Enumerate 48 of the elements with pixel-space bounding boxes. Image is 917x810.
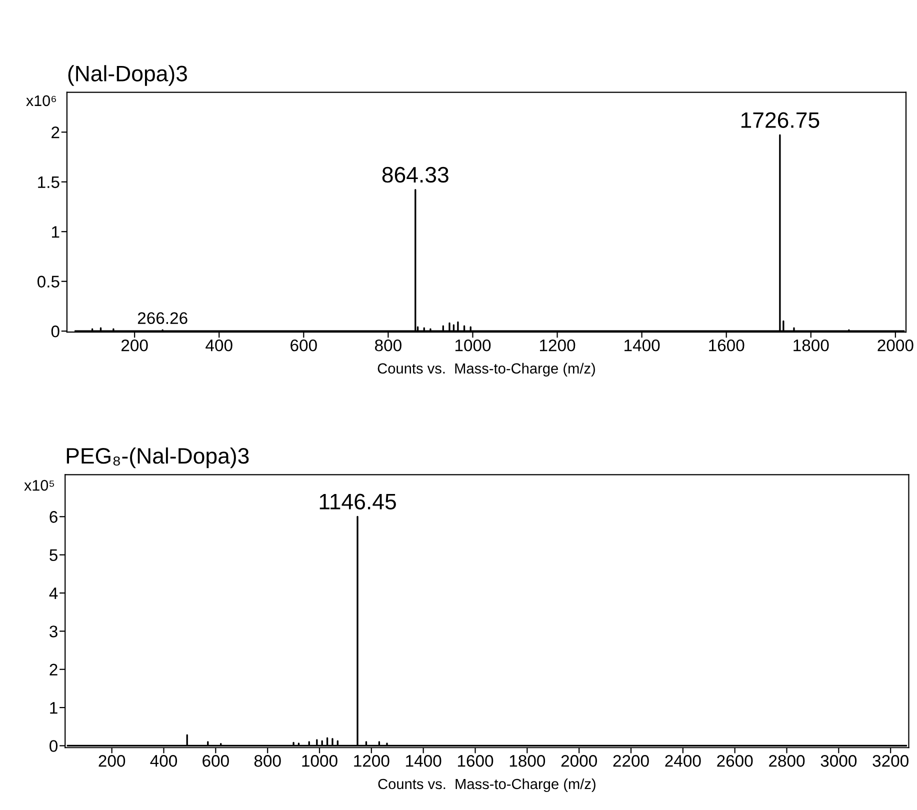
y-tick-label: 4 — [49, 588, 58, 600]
y-tick-label: 0.5 — [37, 276, 60, 288]
chart-title: PEG₈-(Nal-Dopa)3 — [66, 447, 249, 468]
x-tick-label: 400 — [206, 339, 232, 352]
x-tick-label: 3200 — [872, 755, 908, 767]
x-tick-label: 600 — [202, 755, 229, 767]
y-tick-label: 1 — [52, 226, 60, 238]
x-tick-label: 400 — [150, 755, 177, 767]
annotation: 864.33 — [382, 166, 448, 183]
x-tick-label: 1200 — [354, 755, 390, 767]
x-tick-label: 2600 — [717, 755, 753, 767]
x-tick-label: 1400 — [624, 339, 660, 352]
y-tick-label: 1 — [50, 702, 58, 714]
x-tick-label: 2000 — [878, 339, 914, 352]
x-tick-label: 2000 — [561, 755, 597, 767]
x-tick-label: 3000 — [820, 755, 857, 767]
x-axis-title: Counts vs. Mass-to-Charge (m/z) — [378, 362, 595, 377]
y-tick-label: 3 — [50, 626, 58, 638]
x-axis-title: Counts vs. Mass-to-Charge (m/z) — [378, 778, 596, 792]
y-tick-label: 6 — [50, 511, 58, 523]
y-axis-title: x10⁵ — [24, 480, 54, 491]
y-tick-label: 5 — [50, 549, 58, 562]
x-tick-label: 800 — [254, 755, 281, 767]
chart-title: (Nal-Dopa)3 — [68, 65, 187, 86]
x-tick-label: 600 — [290, 339, 317, 352]
annotation: 1726.75 — [741, 112, 820, 128]
x-tick-label: 1000 — [455, 339, 491, 352]
x-tick-label: 800 — [375, 339, 402, 352]
x-tick-label: 2200 — [613, 755, 649, 767]
x-tick-label: 200 — [98, 755, 126, 767]
x-tick-label: 1800 — [510, 755, 546, 767]
x-tick-label: 2800 — [769, 755, 805, 767]
y-tick-label: 0 — [51, 326, 60, 338]
y-tick-label: 1.5 — [38, 176, 60, 188]
x-tick-label: 1000 — [302, 755, 338, 767]
x-tick-label: 1200 — [540, 339, 576, 352]
y-tick-label: 2 — [50, 664, 58, 676]
x-tick-label: 200 — [122, 339, 148, 352]
x-tick-label: 1400 — [406, 755, 442, 767]
annotation: 1146.45 — [320, 494, 396, 510]
y-axis-title: x10⁶ — [26, 95, 56, 106]
y-tick-label: 2 — [52, 126, 60, 138]
x-tick-label: 1800 — [794, 339, 829, 352]
x-tick-label: 1600 — [458, 755, 494, 767]
y-tick-label: 0 — [50, 740, 58, 752]
x-tick-label: 2400 — [665, 755, 701, 767]
x-tick-label: 1600 — [709, 339, 744, 352]
annotation: 266.26 — [138, 312, 188, 324]
